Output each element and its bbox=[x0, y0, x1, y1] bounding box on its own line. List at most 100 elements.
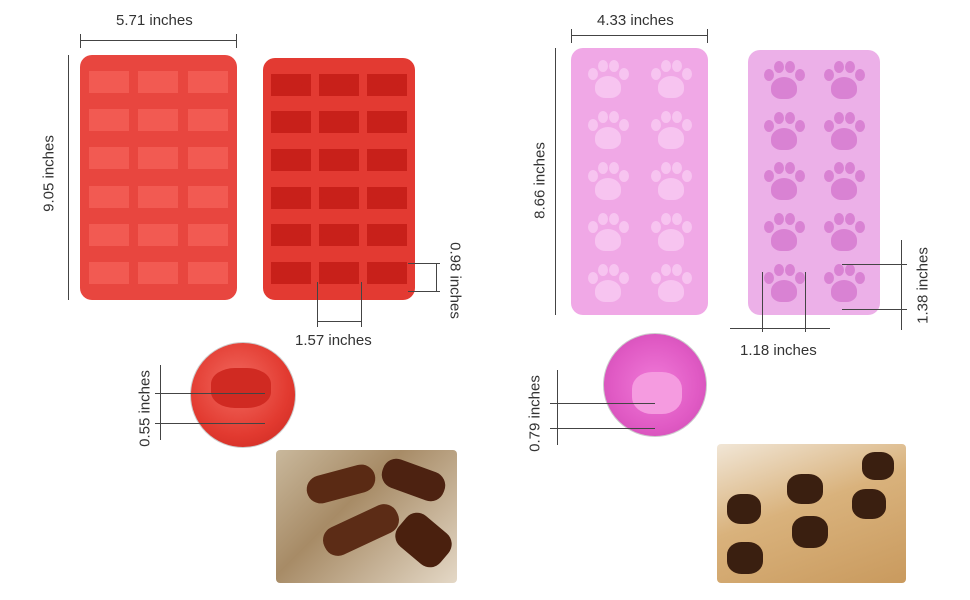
bone-cavity bbox=[271, 262, 311, 285]
dimension-line bbox=[361, 282, 362, 327]
bone-cavity bbox=[138, 109, 179, 132]
dimension-line bbox=[408, 263, 440, 264]
paw-cavity bbox=[762, 61, 806, 101]
bone-height-label: 9.05 inches bbox=[40, 135, 58, 212]
dimension-line bbox=[762, 272, 763, 332]
bone-cavity bbox=[367, 111, 407, 134]
bone-cavity bbox=[319, 73, 359, 96]
paw-cavity bbox=[586, 110, 630, 151]
paw-cavity bbox=[586, 161, 630, 202]
bone-cavity bbox=[88, 147, 129, 170]
bone-cavity bbox=[88, 109, 129, 132]
bone-cavity bbox=[319, 262, 359, 285]
paw-cavity bbox=[649, 161, 693, 202]
bone-cavity bbox=[188, 223, 229, 246]
paw-cavity bbox=[822, 213, 866, 253]
paw-cavity bbox=[649, 110, 693, 151]
paw-cavity bbox=[762, 213, 806, 253]
bone-mold-tray-back bbox=[263, 58, 415, 300]
dimension-line bbox=[436, 263, 437, 291]
paw-cavity bbox=[586, 263, 630, 304]
dimension-line bbox=[317, 282, 318, 327]
bone-cavity bbox=[188, 147, 229, 170]
dimension-line bbox=[317, 321, 361, 322]
paw-cavity-width-label: 1.18 inches bbox=[740, 342, 817, 359]
dimension-line bbox=[550, 403, 655, 404]
width-dimension-line bbox=[571, 35, 708, 36]
dimension-line bbox=[155, 423, 265, 424]
dimension-line bbox=[842, 264, 907, 265]
bone-cavity bbox=[367, 149, 407, 172]
bone-mold-tray-front bbox=[80, 55, 237, 300]
dimension-line bbox=[805, 272, 806, 332]
bone-cavity bbox=[88, 223, 129, 246]
bone-cavity bbox=[271, 149, 311, 172]
bone-cavity bbox=[138, 261, 179, 284]
bone-cavity bbox=[271, 73, 311, 96]
paw-width-label: 4.33 inches bbox=[597, 12, 674, 29]
bone-treats-photo bbox=[276, 450, 457, 583]
paw-cavity bbox=[822, 111, 866, 152]
paw-depth-label: 0.79 inches bbox=[526, 375, 544, 452]
bone-depth-closeup bbox=[190, 342, 296, 448]
bone-cavity bbox=[319, 224, 359, 247]
bone-cavity bbox=[138, 71, 179, 94]
paw-depth-closeup bbox=[603, 333, 707, 437]
bone-cavity bbox=[319, 111, 359, 134]
bone-cavity bbox=[367, 262, 407, 285]
paw-cavity bbox=[822, 61, 866, 101]
dimension-line bbox=[557, 370, 558, 445]
bone-cavity bbox=[367, 224, 407, 247]
bone-cavity-width-label: 1.57 inches bbox=[295, 332, 372, 349]
width-dimension-line bbox=[80, 40, 237, 41]
dimension-line bbox=[550, 428, 655, 429]
paw-cavity bbox=[649, 59, 693, 100]
paw-mold-tray-front bbox=[571, 48, 708, 315]
height-dimension-line bbox=[555, 48, 556, 315]
bone-cavity bbox=[88, 185, 129, 208]
paw-cavity bbox=[822, 162, 866, 202]
bone-cavity bbox=[188, 261, 229, 284]
dimension-line bbox=[160, 365, 161, 440]
paw-cavity bbox=[586, 212, 630, 253]
dimension-tick bbox=[236, 34, 237, 48]
bone-cavity bbox=[271, 186, 311, 209]
dimension-line bbox=[730, 328, 830, 329]
bone-cavity bbox=[271, 224, 311, 247]
bone-cavity bbox=[88, 261, 129, 284]
dimension-line bbox=[842, 309, 907, 310]
paw-cavity-height-label: 1.38 inches bbox=[914, 247, 932, 324]
bone-cavity bbox=[367, 73, 407, 96]
bone-cavity bbox=[188, 109, 229, 132]
bone-width-label: 5.71 inches bbox=[116, 12, 193, 29]
paw-height-label: 8.66 inches bbox=[531, 142, 549, 219]
bone-cavity bbox=[138, 223, 179, 246]
bone-cavity bbox=[188, 71, 229, 94]
dimension-tick bbox=[80, 34, 81, 48]
bone-cavity bbox=[319, 186, 359, 209]
bone-cavity bbox=[138, 147, 179, 170]
paw-cavity bbox=[822, 263, 866, 304]
paw-cavity bbox=[586, 59, 630, 100]
paw-treats-photo bbox=[717, 444, 906, 583]
bone-cavity bbox=[319, 149, 359, 172]
dimension-line bbox=[901, 240, 902, 330]
paw-cavity bbox=[762, 111, 806, 152]
dimension-tick bbox=[571, 29, 572, 43]
bone-depth-label: 0.55 inches bbox=[136, 370, 154, 447]
paw-mold-tray-back bbox=[748, 50, 880, 315]
dimension-line bbox=[155, 393, 265, 394]
paw-cavity bbox=[762, 162, 806, 202]
bone-cavity bbox=[138, 185, 179, 208]
paw-cavity bbox=[649, 263, 693, 304]
bone-cavity bbox=[88, 71, 129, 94]
bone-cavity bbox=[367, 186, 407, 209]
bone-cavity-height-label: 0.98 inches bbox=[446, 242, 464, 319]
dimension-line bbox=[408, 291, 440, 292]
paw-cavity bbox=[762, 263, 806, 304]
paw-cavity bbox=[649, 212, 693, 253]
bone-cavity bbox=[271, 111, 311, 134]
dimension-tick bbox=[707, 29, 708, 43]
height-dimension-line bbox=[68, 55, 69, 300]
bone-cavity bbox=[188, 185, 229, 208]
